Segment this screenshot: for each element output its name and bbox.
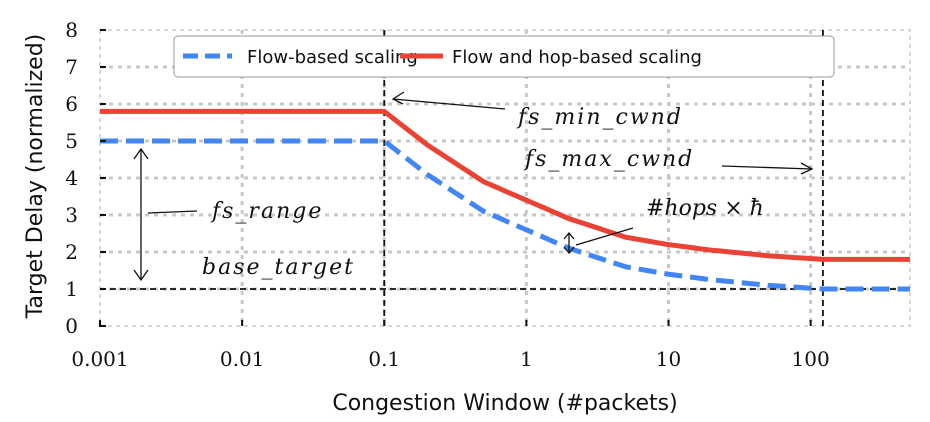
axes	[99, 29, 812, 327]
tick-labels: 0 1 2 3 4 5 6 7 8 0.001 0.01 0.1 1 10 100	[65, 18, 829, 371]
y-tick-label: 5	[65, 129, 78, 153]
y-tick-label: 0	[65, 314, 78, 338]
series-group	[100, 108, 910, 292]
legend-box	[173, 35, 835, 78]
base-target-label: base_target	[202, 255, 355, 280]
x-tick-label: 10	[656, 347, 681, 371]
fs-range-leader	[147, 210, 198, 214]
fs-range-arrowhead-down	[133, 269, 149, 282]
fs-range-arrowhead-up	[133, 147, 149, 160]
x-axis-title: Congestion Window (#packets)	[332, 391, 677, 416]
fs-max-cwnd-arrowhead	[800, 162, 814, 175]
x-tick-label: 0.1	[368, 347, 400, 371]
y-tick-label: 7	[65, 55, 78, 79]
reference-lines	[100, 30, 910, 326]
fs-min-cwnd-arrowhead	[391, 91, 405, 105]
legend: Flow-based scaling Flow and hop-based sc…	[173, 35, 835, 78]
hops-label: #hops × ħ	[646, 196, 764, 221]
fs-min-cwnd-arrow	[392, 98, 506, 110]
y-tick-label: 1	[65, 277, 78, 301]
x-tick-label: 0.01	[220, 347, 265, 371]
legend-label-flow-based: Flow-based scaling	[247, 47, 418, 68]
y-tick-label: 3	[65, 203, 78, 227]
series-line-flow-and-hop	[100, 108, 910, 262]
x-tick-label: 1	[520, 347, 533, 371]
annotations: fs_min_cwnd fs_max_cwnd fs_range base_ta…	[133, 91, 814, 282]
fs-max-cwnd-arrow	[721, 165, 813, 170]
series-line-flow-based	[100, 138, 910, 292]
y-axis-title: Target Delay (normalized)	[23, 34, 48, 320]
legend-label-flow-and-hop: Flow and hop-based scaling	[452, 47, 702, 68]
fs-range-label: fs_range	[210, 199, 323, 224]
y-tick-label: 6	[65, 92, 78, 116]
hops-arrowhead-down	[563, 246, 575, 255]
hops-leader	[575, 227, 634, 246]
x-tick-label: 0.001	[71, 347, 128, 371]
y-tick-label: 4	[65, 166, 78, 190]
fs-min-cwnd-label: fs_min_cwnd	[516, 105, 683, 130]
fs-max-cwnd-label: fs_max_cwnd	[523, 147, 694, 172]
y-tick-label: 2	[65, 240, 78, 264]
x-tick-label: 100	[792, 347, 830, 371]
hops-arrowhead-up	[563, 231, 575, 240]
y-tick-label: 8	[65, 18, 78, 42]
